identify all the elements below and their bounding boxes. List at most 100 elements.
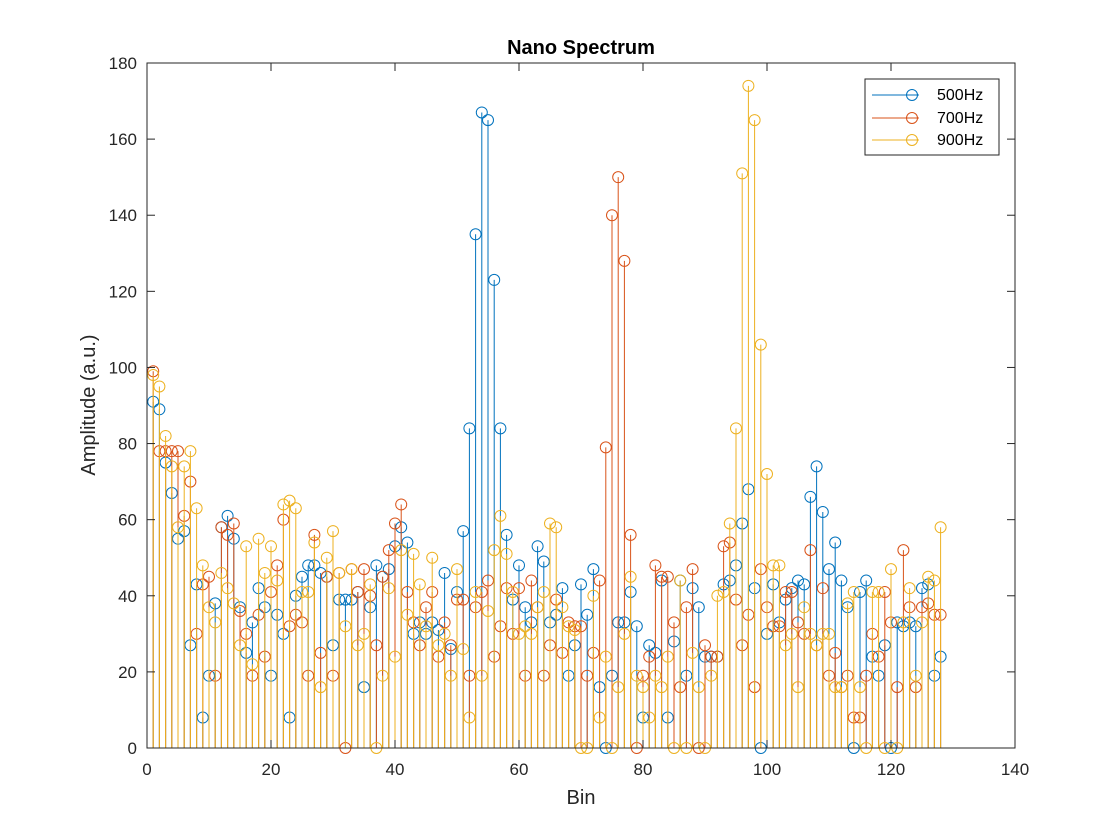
stem-marker-500hz xyxy=(916,582,928,595)
stem-marker-500hz xyxy=(246,616,259,629)
stem-marker-700hz xyxy=(655,570,668,583)
y-tick-label: 120 xyxy=(109,282,137,301)
legend-box xyxy=(864,78,1000,156)
stem-marker-500hz xyxy=(519,601,532,614)
stem-marker-700hz xyxy=(792,616,804,629)
stem-marker-900hz xyxy=(240,540,253,553)
stem-marker-900hz xyxy=(798,601,811,614)
stem-marker-700hz xyxy=(686,563,699,576)
stem-marker-900hz xyxy=(196,559,209,572)
stem-marker-900hz xyxy=(289,502,302,515)
stem-marker-700hz xyxy=(785,585,798,598)
stem-marker-700hz xyxy=(271,559,284,572)
stem-marker-500hz xyxy=(537,555,550,568)
stem-marker-700hz xyxy=(661,570,674,583)
y-tick-label: 80 xyxy=(118,435,137,454)
y-tick-label: 40 xyxy=(118,587,137,606)
stem-marker-900hz xyxy=(637,681,649,694)
stem-marker-700hz xyxy=(215,521,228,534)
stem-marker-900hz xyxy=(469,585,482,598)
stem-marker-900hz xyxy=(550,521,563,534)
stem-marker-700hz xyxy=(389,517,401,530)
stem-marker-900hz xyxy=(277,498,290,511)
stem-marker-500hz xyxy=(792,574,804,587)
x-tick-label: 100 xyxy=(753,760,781,779)
stem-marker-500hz xyxy=(339,593,352,606)
stem-marker-700hz xyxy=(606,209,618,222)
stem-marker-900hz xyxy=(513,627,525,640)
stem-marker-900hz xyxy=(686,646,699,659)
x-tick-label: 40 xyxy=(386,760,405,779)
legend-marker-700hz xyxy=(906,112,918,124)
stem-marker-900hz xyxy=(165,460,178,473)
stem-marker-500hz xyxy=(221,509,234,522)
stem-marker-700hz xyxy=(221,528,234,541)
stem-marker-900hz xyxy=(178,460,191,473)
stem-marker-500hz xyxy=(475,106,488,119)
stem-marker-700hz xyxy=(599,441,612,454)
stem-marker-700hz xyxy=(705,650,718,663)
stem-marker-900hz xyxy=(649,669,662,682)
stem-marker-900hz xyxy=(351,639,364,652)
stem-marker-900hz xyxy=(531,601,544,614)
legend-marker-900hz xyxy=(906,134,918,146)
stem-marker-900hz xyxy=(451,563,463,576)
stem-marker-900hz xyxy=(568,624,581,637)
y-tick-label: 0 xyxy=(128,739,137,758)
stem-marker-700hz xyxy=(612,171,625,184)
stem-marker-900hz xyxy=(897,616,910,629)
stem-marker-900hz xyxy=(593,711,606,724)
stem-marker-700hz xyxy=(482,574,494,587)
stem-marker-700hz xyxy=(717,540,730,553)
x-tick-label: 20 xyxy=(262,760,281,779)
stem-marker-900hz xyxy=(283,494,296,507)
stem-marker-700hz xyxy=(172,445,184,458)
legend-entry-900hz: 900Hz xyxy=(872,132,983,149)
stem-marker-900hz xyxy=(463,711,476,724)
stem-marker-900hz xyxy=(736,167,749,180)
stem-marker-900hz xyxy=(190,502,203,515)
stem-marker-500hz xyxy=(469,228,482,241)
stem-marker-900hz xyxy=(407,547,420,560)
stem-marker-900hz xyxy=(810,639,823,652)
stem-marker-500hz xyxy=(587,563,600,576)
y-tick-label: 140 xyxy=(109,206,137,225)
stem-marker-900hz xyxy=(389,650,401,663)
ticks-layer: 0 20 40 60 80 100 120 140 0 20 40 60 80 100 120 140 160 1… xyxy=(109,54,1030,779)
stem-marker-500hz xyxy=(891,616,904,629)
x-tick-label: 80 xyxy=(634,760,653,779)
y-axis-label: Amplitude (a.u.) xyxy=(78,334,100,475)
stem-marker-900hz xyxy=(519,620,532,633)
stem-marker-500hz xyxy=(488,273,501,286)
stem-marker-900hz xyxy=(234,639,246,652)
stem-marker-900hz xyxy=(426,551,439,564)
stem-marker-700hz xyxy=(457,593,470,606)
stem-marker-900hz xyxy=(252,532,265,545)
stem-marker-900hz xyxy=(804,627,817,640)
stem-marker-900hz xyxy=(692,681,705,694)
stem-marker-900hz xyxy=(705,669,718,682)
stem-marker-900hz xyxy=(184,445,197,458)
stem-marker-500hz xyxy=(302,559,315,572)
stem-marker-900hz xyxy=(358,627,370,640)
stem-marker-900hz xyxy=(457,643,470,656)
stem-marker-900hz xyxy=(562,620,575,633)
stem-marker-500hz xyxy=(630,620,643,633)
stem-marker-900hz xyxy=(215,566,228,579)
stem-marker-700hz xyxy=(618,254,631,267)
y-tick-label: 100 xyxy=(109,358,137,377)
stem-marker-900hz xyxy=(153,380,166,393)
stem-marker-900hz xyxy=(723,517,736,530)
stem-marker-900hz xyxy=(730,422,742,435)
legend-label-700hz: 700Hz xyxy=(937,110,983,127)
stem-marker-900hz xyxy=(835,681,848,694)
stem-marker-500hz xyxy=(798,578,811,591)
stem-marker-900hz xyxy=(587,589,600,602)
stem-marker-900hz xyxy=(711,589,724,602)
stem-marker-700hz xyxy=(916,601,928,614)
y-tick-label: 160 xyxy=(109,130,137,149)
stem-marker-700hz xyxy=(370,639,383,652)
stem-marker-500hz xyxy=(860,574,873,587)
stem-marker-900hz xyxy=(345,563,358,576)
